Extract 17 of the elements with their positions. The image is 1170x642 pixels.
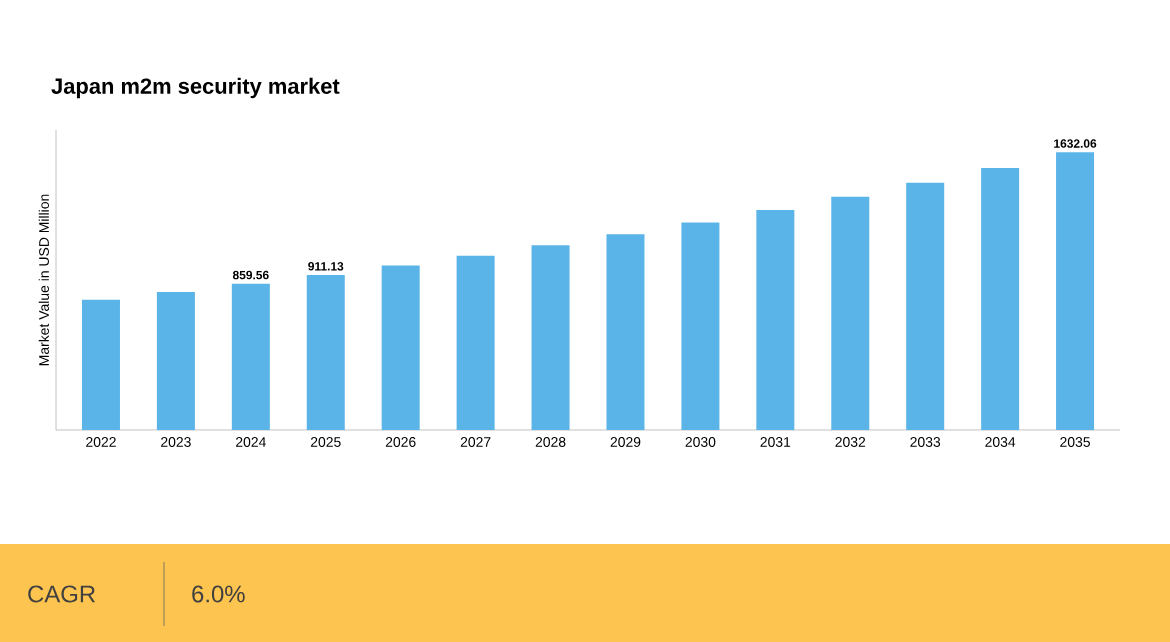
bar: [681, 222, 720, 430]
text: CAGR: [28, 585, 96, 603]
bar: [231, 283, 270, 430]
bar: [456, 255, 495, 430]
bar: [381, 265, 420, 430]
bar: [81, 299, 120, 430]
bar: [1056, 152, 1095, 430]
text: 6.0%: [192, 585, 245, 603]
chart-title: Japan m2m security market: [51, 77, 340, 99]
bar: [531, 245, 570, 430]
bar: [981, 168, 1020, 430]
bar: [156, 291, 195, 430]
bar: [306, 274, 345, 430]
bar: [756, 210, 795, 430]
bar: [606, 234, 645, 430]
bar: [831, 196, 870, 430]
bar: [906, 182, 945, 430]
